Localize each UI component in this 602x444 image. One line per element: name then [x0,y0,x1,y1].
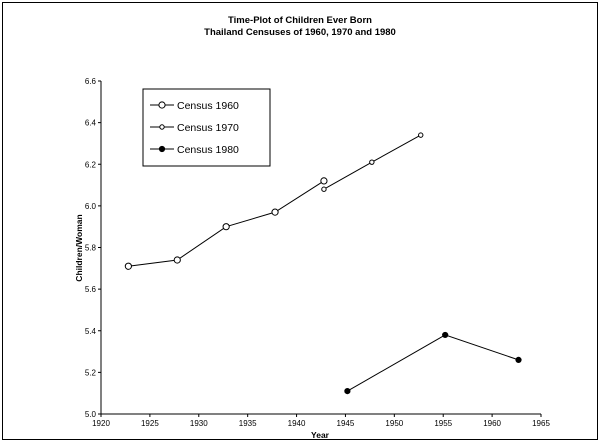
series-census-1960 [124,177,328,270]
data-point [124,262,132,270]
legend-marker [158,145,166,153]
series-layer [124,132,522,395]
x-tick-label: 1925 [141,419,159,428]
legend-label: Census 1980 [177,144,239,156]
x-tick-label: 1930 [190,419,208,428]
legend-marker [159,124,165,130]
x-tick-label: 1945 [337,419,355,428]
x-tick-label: 1920 [92,419,110,428]
y-tick-label: 6.4 [85,119,97,128]
x-tick-label: 1965 [532,419,550,428]
y-tick-label: 5.2 [85,368,97,377]
legend-marker [158,101,166,109]
x-tick-label: 1940 [288,419,306,428]
line-chart: Time-Plot of Children Ever Born Thailand… [74,15,551,440]
x-tick-label: 1950 [385,419,403,428]
legend-item: Census 1960 [150,100,239,112]
data-point [321,186,327,192]
data-point [418,132,424,138]
y-tick-label: 5.0 [85,410,97,419]
data-point [369,159,375,165]
y-tick-label: 6.2 [85,160,97,169]
data-point [222,223,230,231]
y-axis-label: Children/Woman [74,214,84,281]
legend-label: Census 1960 [177,100,239,112]
legend-item: Census 1970 [150,122,239,134]
x-tick-label: 1955 [434,419,452,428]
legend: Census 1960 Census 1970 Census 1980 [142,88,271,167]
y-tick-label: 5.6 [85,285,97,294]
y-tick-label: 5.8 [85,244,97,253]
data-point [320,177,328,185]
data-point [173,256,181,264]
y-tick-label: 6.0 [85,202,97,211]
axes: 5.0 5.2 5.4 5.6 5.8 6.0 6.2 6.4 6.6 1920 1925 1930 1… [85,77,551,428]
x-tick-label: 1960 [483,419,501,428]
data-point [271,208,279,216]
y-tick-label: 5.4 [85,327,97,336]
series-census-1970 [321,132,424,192]
chart-subtitle: Thailand Censuses of 1960, 1970 and 1980 [204,27,396,38]
y-tick-label: 6.6 [85,77,97,86]
data-point [344,388,351,395]
x-tick-label: 1935 [239,419,257,428]
series-census-1980 [344,331,522,395]
series-line [347,334,519,392]
chart-frame: Time-Plot of Children Ever Born Thailand… [2,2,598,440]
chart-title: Time-Plot of Children Ever Born [228,15,372,26]
x-axis-label: Year [311,430,330,440]
legend-label: Census 1970 [177,122,239,134]
data-point [515,356,522,363]
legend-item: Census 1980 [150,144,239,156]
data-point [442,331,449,339]
